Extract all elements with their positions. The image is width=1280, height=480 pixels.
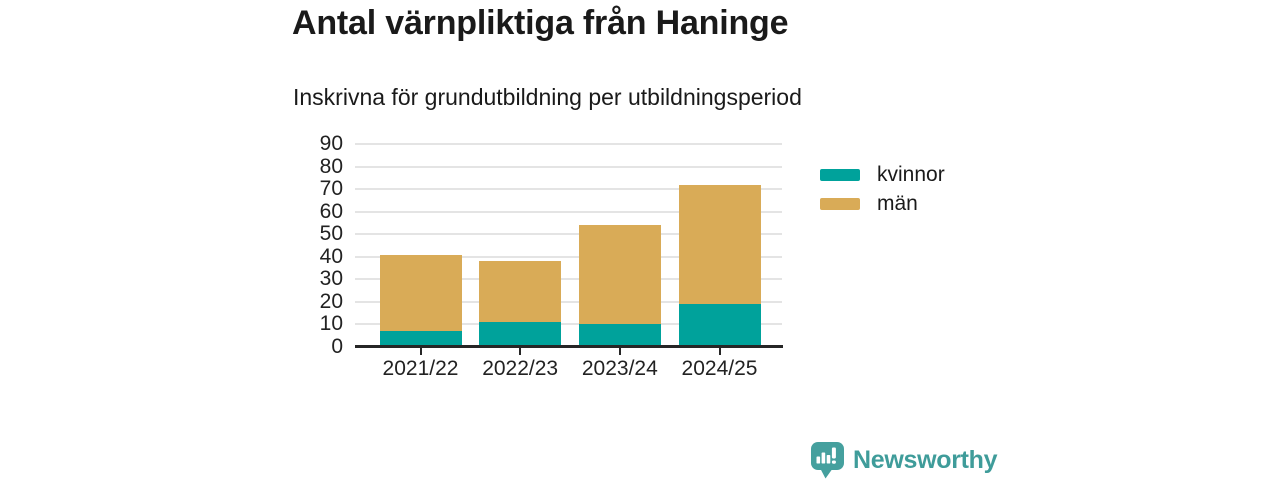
legend-label-kvinnor: kvinnor xyxy=(877,163,945,186)
y-axis-label-30: 30 xyxy=(319,267,343,291)
legend-swatch-man xyxy=(820,198,860,210)
brand-name: Newsworthy xyxy=(853,445,998,474)
x-tick-2024/25 xyxy=(718,348,721,355)
gridline-50 xyxy=(355,233,782,236)
y-axis-label-50: 50 xyxy=(319,222,343,246)
gridline-40 xyxy=(355,255,782,258)
y-axis-label-70: 70 xyxy=(319,177,343,201)
gridline-60 xyxy=(355,210,782,213)
gridline-20 xyxy=(355,300,782,303)
y-axis-label-40: 40 xyxy=(319,244,343,268)
bar-2022/23-kvinnor xyxy=(479,322,562,347)
x-axis-label-2023/24: 2023/24 xyxy=(581,357,658,380)
x-tick-2022/23 xyxy=(519,348,522,355)
bar-2024/25-kvinnor xyxy=(678,304,761,347)
x-tick-2021/22 xyxy=(419,348,422,355)
bar-2022/23-män xyxy=(479,261,562,323)
y-axis-label-0: 0 xyxy=(331,335,343,358)
chart-title: Antal värnpliktiga från Haninge xyxy=(292,4,789,42)
x-axis-label-2021/22: 2021/22 xyxy=(382,357,459,380)
chart-subtitle: Inskrivna för grundutbildning per utbild… xyxy=(293,84,802,110)
y-axis-label-10: 10 xyxy=(319,312,343,336)
legend-swatch-kvinnor xyxy=(820,169,860,181)
newsworthy-logo-icon xyxy=(811,442,844,479)
bar-2021/22-män xyxy=(379,254,462,332)
x-axis-line xyxy=(355,345,783,348)
gridline-30 xyxy=(355,278,782,281)
newsworthy-brand: Newsworthy xyxy=(810,441,998,479)
legend-item-kvinnor: kvinnor xyxy=(820,163,945,187)
bar-2023/24-kvinnor xyxy=(578,324,661,347)
x-axis-label-2024/25: 2024/25 xyxy=(681,357,758,380)
gridline-80 xyxy=(355,165,782,168)
bar-2024/25-män xyxy=(678,184,761,305)
bar-2023/24-män xyxy=(578,225,661,325)
y-axis-label-80: 80 xyxy=(319,154,343,178)
y-axis-label-60: 60 xyxy=(319,199,343,223)
legend-item-man: män xyxy=(820,192,945,216)
gridline-70 xyxy=(355,188,782,191)
bar-2021/22-kvinnor xyxy=(379,331,462,347)
y-axis-label-20: 20 xyxy=(319,289,343,313)
legend-label-man: män xyxy=(877,192,918,215)
gridline-90 xyxy=(355,143,782,145)
x-tick-2023/24 xyxy=(618,348,621,355)
y-axis-label-90: 90 xyxy=(319,132,343,155)
legend: kvinnor män xyxy=(820,163,945,216)
gridline-10 xyxy=(355,323,782,326)
x-axis-label-2022/23: 2022/23 xyxy=(482,357,559,380)
